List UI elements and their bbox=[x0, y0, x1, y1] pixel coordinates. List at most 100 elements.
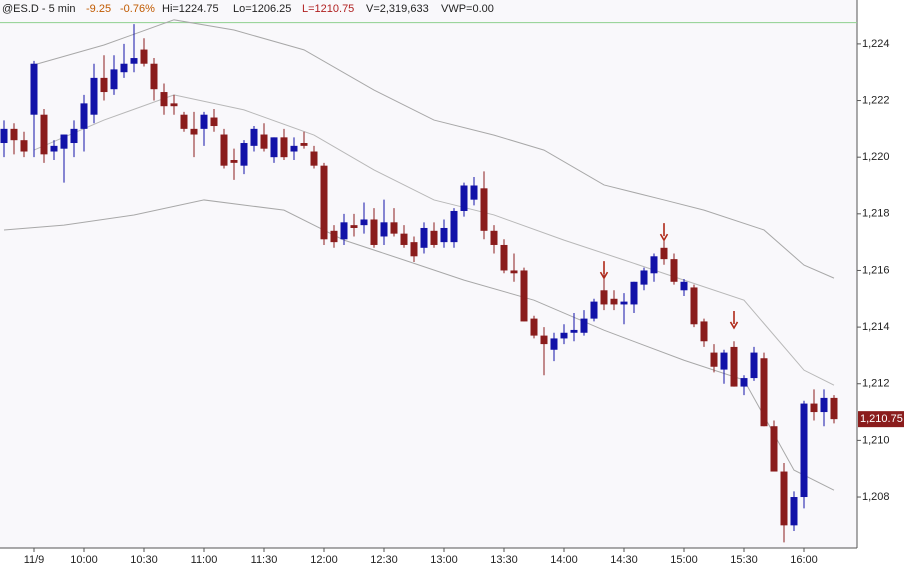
candle-body bbox=[340, 222, 348, 240]
change-pct: -0.76% bbox=[120, 3, 155, 15]
candle-body bbox=[250, 128, 258, 146]
candle-body bbox=[140, 49, 148, 64]
y-tick-label: 1,212 bbox=[862, 378, 890, 390]
candle-body bbox=[800, 403, 808, 498]
symbol: @ES.D - 5 min bbox=[2, 3, 76, 15]
candle-body bbox=[780, 471, 788, 526]
candle-body bbox=[210, 117, 218, 127]
vwap: VWP=0.00 bbox=[441, 3, 494, 15]
candle-body bbox=[480, 188, 488, 231]
candle-body bbox=[700, 321, 708, 342]
last: L=1210.75 bbox=[302, 3, 354, 15]
candle-body bbox=[690, 287, 698, 325]
volume: V=2,319,633 bbox=[366, 3, 429, 15]
candle-body bbox=[280, 137, 288, 158]
x-tick-label: 15:30 bbox=[730, 554, 758, 566]
candle-body bbox=[410, 242, 418, 257]
candle-body bbox=[370, 219, 378, 245]
candle-body bbox=[810, 403, 818, 413]
candle-body bbox=[710, 352, 718, 367]
y-tick-label: 1,216 bbox=[862, 264, 890, 276]
candle-body bbox=[200, 114, 208, 129]
candle-body bbox=[510, 270, 518, 274]
candle-body bbox=[750, 352, 758, 379]
y-tick-label: 1,218 bbox=[862, 208, 890, 220]
candle-body bbox=[430, 230, 438, 245]
candle-body bbox=[830, 397, 838, 420]
candle-body bbox=[360, 219, 368, 226]
candle-body bbox=[450, 210, 458, 243]
candle-body bbox=[350, 225, 358, 228]
candle-body bbox=[640, 270, 648, 285]
candle-body bbox=[380, 222, 388, 237]
low: Lo=1206.25 bbox=[233, 3, 291, 15]
candle-body bbox=[100, 77, 108, 93]
candle-body bbox=[310, 151, 318, 166]
x-tick-label: 11:00 bbox=[191, 554, 218, 566]
candle-body bbox=[460, 185, 468, 211]
x-tick-label: 13:30 bbox=[490, 554, 518, 566]
candle-body bbox=[720, 352, 728, 370]
candle-body bbox=[570, 329, 578, 333]
candle-body bbox=[770, 426, 778, 472]
candle-body bbox=[660, 247, 668, 260]
candle-body bbox=[580, 318, 588, 333]
candle-body bbox=[540, 335, 548, 345]
signal-arrow bbox=[599, 261, 609, 280]
candle-body bbox=[680, 281, 688, 291]
candle-body bbox=[80, 103, 88, 129]
candle-body bbox=[180, 114, 188, 129]
change: -9.25 bbox=[86, 3, 111, 15]
candle-body bbox=[240, 143, 248, 166]
candle-body bbox=[530, 318, 538, 336]
candle-body bbox=[90, 77, 98, 115]
candle-body bbox=[70, 128, 78, 144]
x-tick-label: 14:30 bbox=[610, 554, 638, 566]
candle-body bbox=[300, 143, 308, 146]
y-tick-label: 1,222 bbox=[862, 94, 890, 106]
candle-body bbox=[790, 497, 798, 526]
candle-body bbox=[270, 137, 278, 158]
high: Hi=1224.75 bbox=[162, 3, 219, 15]
x-tick-label: 12:00 bbox=[310, 554, 338, 566]
candle-body bbox=[620, 301, 628, 305]
candle-body bbox=[120, 63, 128, 73]
candle-body bbox=[330, 230, 338, 243]
candle-body bbox=[820, 397, 828, 413]
y-tick-label: 1,224 bbox=[862, 38, 890, 50]
candle-body bbox=[500, 244, 508, 271]
last-price-label: 1,210.75 bbox=[860, 413, 903, 425]
x-tick-label: 10:00 bbox=[70, 554, 98, 566]
signal-arrow bbox=[729, 310, 739, 330]
candle-body bbox=[390, 222, 398, 234]
candle-body bbox=[600, 290, 608, 305]
candle-body bbox=[40, 114, 48, 155]
candle-body bbox=[130, 58, 138, 64]
candle-body bbox=[190, 128, 198, 135]
candle-body bbox=[170, 103, 178, 107]
candle-body bbox=[400, 233, 408, 245]
candle-body bbox=[10, 128, 18, 141]
plot-background bbox=[0, 0, 857, 548]
candle-body bbox=[220, 134, 228, 166]
x-tick-label: 15:00 bbox=[670, 554, 698, 566]
candle-body bbox=[230, 160, 238, 163]
y-tick-label: 1,210 bbox=[862, 434, 890, 446]
candle-body bbox=[150, 63, 158, 90]
candle-body bbox=[260, 134, 268, 149]
candle-body bbox=[550, 338, 558, 350]
x-tick-label: 11/9 bbox=[24, 554, 45, 566]
candle-body bbox=[110, 69, 118, 90]
candle-body bbox=[630, 281, 638, 305]
last-price-box bbox=[858, 411, 904, 428]
x-tick-label: 13:00 bbox=[430, 554, 458, 566]
candle-body bbox=[520, 270, 528, 322]
candle-body bbox=[20, 140, 28, 152]
candle-body bbox=[740, 378, 748, 387]
band-line bbox=[33, 19, 835, 279]
y-tick-label: 1,220 bbox=[862, 151, 890, 163]
x-tick-label: 11:30 bbox=[251, 554, 278, 566]
header: @ES.D - 5 min -9.25 -0.76% Hi=1224.75 Lo… bbox=[2, 3, 494, 15]
